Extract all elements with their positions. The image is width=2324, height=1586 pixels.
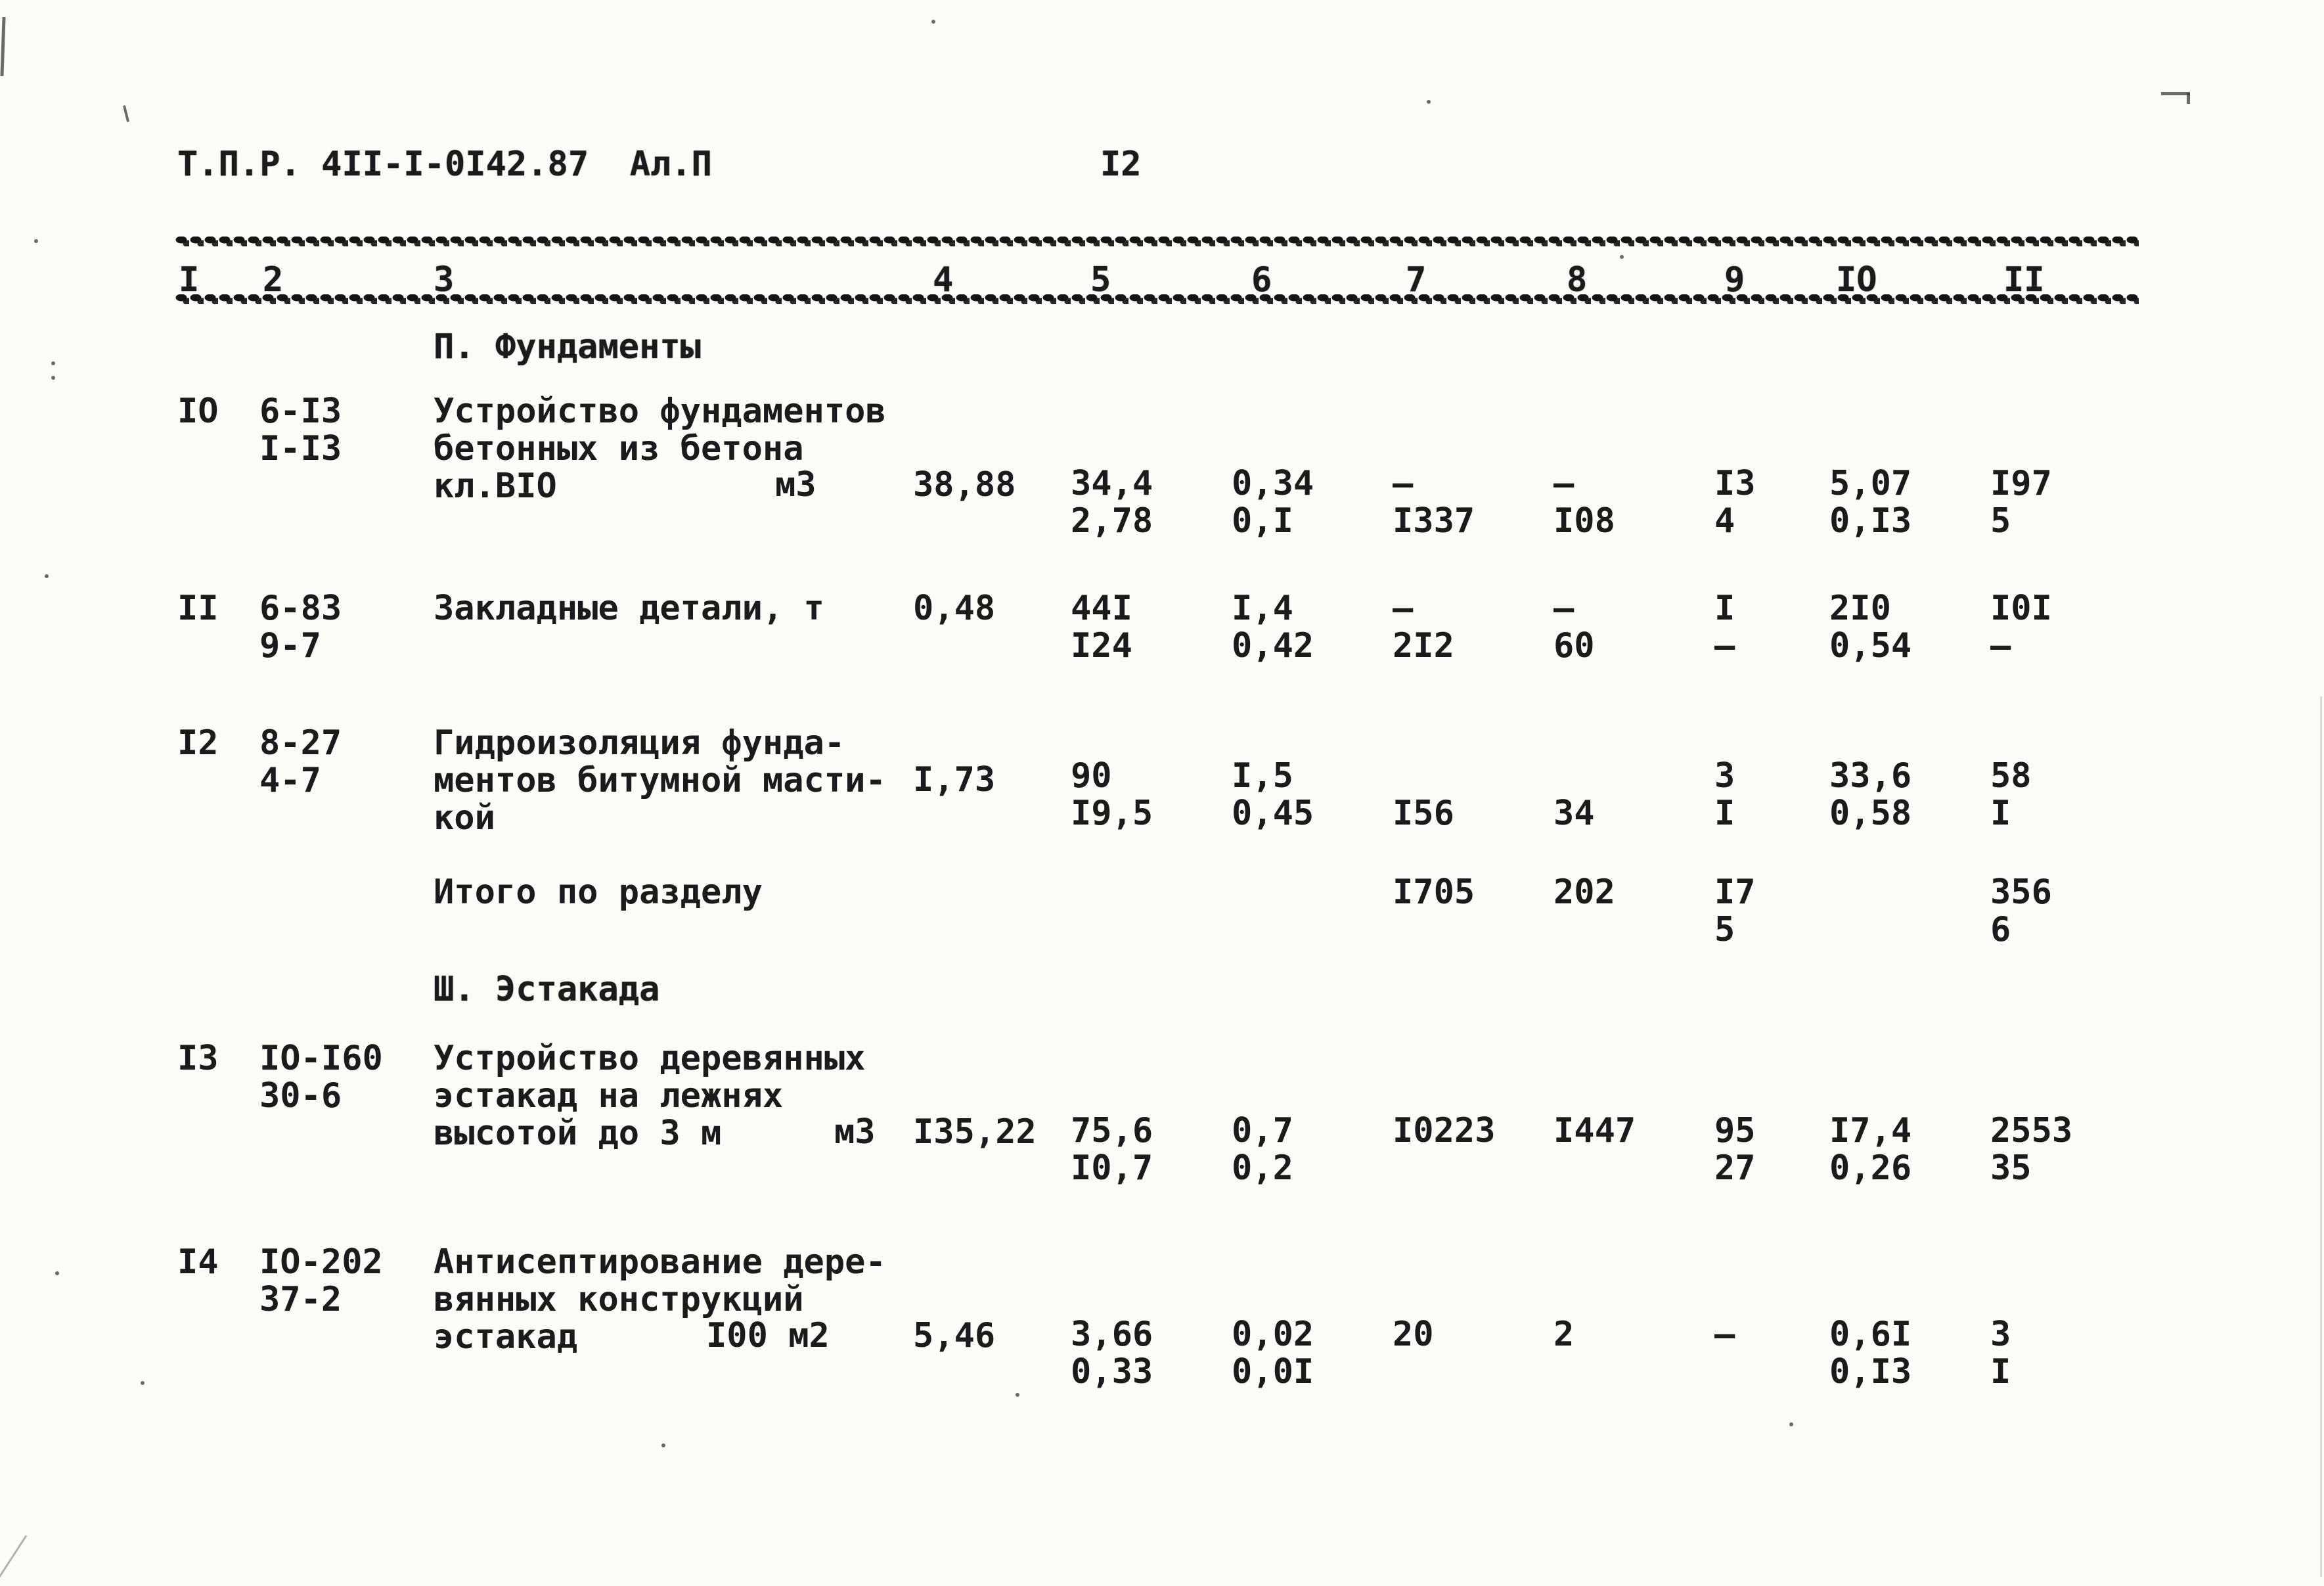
row-col11: I97 5 [1990, 464, 2052, 541]
totals-col8: 202 [1553, 872, 1615, 912]
row-col4-quantity: 5,46 [913, 1316, 996, 1355]
row-col7: I56 [1393, 794, 1454, 833]
row-col7: – 2I2 [1393, 589, 1454, 666]
row-col5: 44I I24 [1071, 589, 1132, 666]
row-description: Гидроизоляция фунда- ментов битумной мас… [434, 723, 886, 838]
scan-artifact [122, 104, 130, 123]
row-code: 6-83 9-7 [259, 589, 342, 666]
row-col7: 20 [1393, 1315, 1434, 1354]
row-number: I2 [177, 723, 219, 763]
row-description: Закладные детали, т [434, 589, 824, 628]
row-code: IO-202 37-2 [259, 1242, 383, 1319]
scan-speckle [1016, 1393, 1019, 1397]
row-col7: – I337 [1393, 464, 1475, 541]
table-header-bottom-rule [175, 294, 2139, 304]
totals-col7: I705 [1393, 872, 1475, 912]
row-col8: – I08 [1553, 464, 1615, 541]
row-col10: 2I0 0,54 [1829, 589, 1912, 666]
column-header-10: IO [1836, 260, 1877, 300]
row-col5: 75,6 I0,7 [1071, 1111, 1153, 1188]
row-col4-quantity: 0,48 [913, 589, 996, 628]
row-col11: 2553 35 [1990, 1111, 2073, 1188]
row-col6: I,5 0,45 [1232, 756, 1314, 833]
row-code: 8-27 4-7 [259, 723, 342, 800]
scan-speckle [931, 20, 935, 24]
row-col9: I3 4 [1714, 464, 1756, 541]
row-unit: м3 [775, 465, 816, 505]
row-unit: I00 м2 [706, 1316, 830, 1355]
row-number: II [177, 589, 219, 628]
scan-corner-fold [0, 1535, 28, 1586]
row-col5: 90 I9,5 [1071, 756, 1153, 833]
table-top-rule [175, 237, 2139, 246]
column-header-2: 2 [263, 260, 284, 300]
column-header-1: I [179, 260, 200, 300]
column-header-7: 7 [1406, 260, 1427, 300]
row-number: IO [177, 392, 219, 431]
row-col8: 34 [1553, 794, 1595, 833]
column-header-5: 5 [1090, 260, 1111, 300]
scan-speckle [1620, 255, 1624, 259]
scan-speckle [55, 1271, 59, 1275]
row-col8: I447 [1553, 1111, 1636, 1150]
totals-col11: 356 6 [1990, 872, 2052, 949]
scan-speckle [51, 376, 55, 380]
row-col8: 2 [1553, 1315, 1575, 1354]
row-col9: – [1714, 1315, 1735, 1354]
row-col10: 0,6I 0,I3 [1829, 1315, 1912, 1392]
scan-edge-mark [0, 16, 6, 77]
row-code: IO-I60 30-6 [259, 1039, 383, 1116]
scan-speckle [51, 361, 55, 365]
scan-edge-shadow [2320, 696, 2322, 1577]
row-col4-quantity: I,73 [913, 760, 996, 800]
row-description: Антисептирование дере- вянных конструкци… [434, 1242, 886, 1357]
scan-speckle [1789, 1422, 1793, 1426]
column-header-6: 6 [1251, 260, 1272, 300]
column-header-8: 8 [1567, 260, 1588, 300]
column-header-11: II [2003, 260, 2045, 300]
row-col9: 95 27 [1714, 1111, 1756, 1188]
row-col4-quantity: I35,22 [913, 1112, 1037, 1152]
row-col9: I – [1714, 589, 1735, 666]
totals-label: Итого по разделу [434, 872, 763, 912]
row-code: 6-I3 I-I3 [259, 392, 342, 468]
totals-col9: I7 5 [1714, 872, 1756, 949]
scan-speckle [141, 1381, 145, 1385]
scan-speckle [661, 1443, 665, 1447]
row-col6: 0,7 0,2 [1232, 1111, 1293, 1188]
row-col5: 3,66 0,33 [1071, 1315, 1153, 1392]
row-col6: 0,34 0,I [1232, 464, 1314, 541]
section-title-foundations: П. Фундаменты [434, 327, 701, 367]
row-col11: I0I – [1990, 589, 2052, 666]
row-col10: I7,4 0,26 [1829, 1111, 1912, 1188]
column-header-4: 4 [933, 260, 954, 300]
row-col11: 3 I [1990, 1315, 2011, 1392]
document-code: Т.П.Р. 4II-I-0I42.87 Ал.П [177, 145, 712, 184]
scan-corner-mark [2161, 92, 2190, 95]
scan-speckle [45, 574, 49, 578]
row-unit: м3 [834, 1112, 876, 1152]
row-description: Устройство фундаментов бетонных из бетон… [434, 392, 886, 506]
column-header-3: 3 [434, 260, 455, 300]
row-col5: 34,4 2,78 [1071, 464, 1153, 541]
row-col7: I0223 [1393, 1111, 1496, 1150]
section-title-trestle: Ш. Эстакада [434, 970, 660, 1009]
row-col10: 33,6 0,58 [1829, 756, 1912, 833]
row-col11: 58 I [1990, 756, 2032, 833]
row-number: I3 [177, 1039, 219, 1078]
page-number: I2 [1100, 145, 1142, 184]
row-col4-quantity: 38,88 [913, 465, 1016, 505]
row-col6: 0,02 0,0I [1232, 1315, 1314, 1392]
scan-speckle [34, 239, 38, 243]
column-header-9: 9 [1724, 260, 1745, 300]
row-description: Устройство деревянных эстакад на лежнях … [434, 1039, 866, 1153]
row-col10: 5,07 0,I3 [1829, 464, 1912, 541]
row-number: I4 [177, 1242, 219, 1282]
row-col9: 3 I [1714, 756, 1735, 833]
row-col8: – 60 [1553, 589, 1595, 666]
row-col6: I,4 0,42 [1232, 589, 1314, 666]
scan-speckle [1427, 100, 1431, 104]
scan-corner-mark [2187, 93, 2190, 104]
